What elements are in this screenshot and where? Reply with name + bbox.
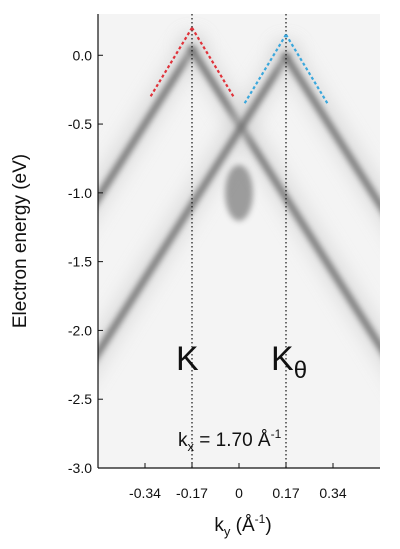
- y-tick-label: -3.0: [68, 460, 92, 476]
- cone-guide-line: [285, 34, 329, 104]
- x-tick-label: -0.34: [129, 485, 161, 501]
- x-tick-label: 0.34: [319, 485, 346, 501]
- x-ticks: -0.34 -0.17 0 0.17 0.34: [129, 463, 347, 501]
- y-tick-label: -2.0: [68, 322, 92, 338]
- spectral-bands: [98, 34, 380, 373]
- x-tick-label: 0: [235, 485, 243, 501]
- band-arm: [98, 53, 290, 360]
- y-tick-label: 0.0: [73, 47, 93, 63]
- band-arm: [282, 53, 380, 212]
- cone-guide-line: [149, 27, 193, 98]
- y-ticks: 0.0 -0.5 -1.0 -1.5 -2.0 -2.5 -3.0: [68, 47, 103, 476]
- y-tick-label: -1.5: [68, 254, 92, 270]
- point-label-k-theta: Kθ: [271, 340, 307, 384]
- y-tick-label: -0.5: [68, 116, 92, 132]
- kx-annotation: kx = 1.70 Å-1: [178, 427, 282, 454]
- y-axis-title: Electron energy (eV): [10, 154, 31, 328]
- cone-guide-line: [191, 27, 235, 98]
- x-tick-label: 0.17: [272, 485, 299, 501]
- x-tick-label: -0.17: [176, 485, 208, 501]
- y-tick-label: -1.0: [68, 185, 92, 201]
- cone-guides: [149, 27, 329, 104]
- band-crossing: [225, 164, 253, 221]
- y-tick-label: -2.5: [68, 391, 92, 407]
- plot-area: [98, 14, 380, 468]
- point-label-k: K: [176, 340, 199, 378]
- cone-guide-line: [243, 34, 287, 104]
- band-arm: [98, 46, 196, 205]
- x-axis-title: ky (Å-1): [214, 512, 271, 539]
